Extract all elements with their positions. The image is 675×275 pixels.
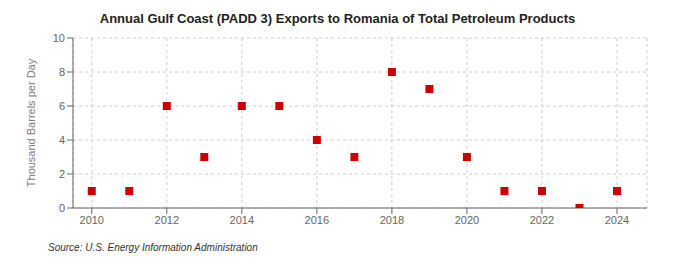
svg-text:2020: 2020 [455, 214, 479, 226]
html-text:Annual Gulf Coast (PADD 3) Exp: Annual Gulf Coast (PADD 3) Exports to Ro… [99, 11, 576, 26]
svg-text:Thousand Barrels per Day: Thousand Barrels per Day [25, 58, 37, 187]
svg-text:8: 8 [59, 66, 65, 78]
svg-text:0: 0 [59, 202, 65, 214]
svg-text:2010: 2010 [80, 214, 104, 226]
svg-text:2018: 2018 [380, 214, 404, 226]
svg-text:10: 10 [53, 32, 65, 44]
svg-text:2: 2 [59, 168, 65, 180]
svg-text:2024: 2024 [605, 214, 629, 226]
svg-text:2022: 2022 [530, 214, 554, 226]
svg-text:2014: 2014 [230, 214, 254, 226]
svg-text:4: 4 [59, 134, 65, 146]
svg-text:6: 6 [59, 100, 65, 112]
svg-text:2012: 2012 [155, 214, 179, 226]
html-text:Source: U.S. Energy Informatio: Source: U.S. Energy Information Administ… [48, 242, 258, 253]
svg-text:2016: 2016 [305, 214, 329, 226]
